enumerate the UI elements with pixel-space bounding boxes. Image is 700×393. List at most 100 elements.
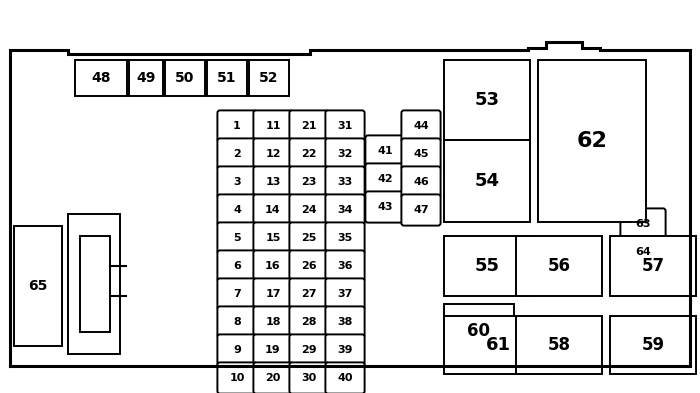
Text: 26: 26	[301, 261, 317, 271]
FancyBboxPatch shape	[401, 138, 440, 170]
FancyBboxPatch shape	[253, 278, 293, 310]
FancyBboxPatch shape	[253, 334, 293, 365]
Text: 62: 62	[577, 131, 608, 151]
Text: 1: 1	[233, 121, 241, 131]
FancyBboxPatch shape	[253, 195, 293, 226]
Text: 28: 28	[301, 317, 316, 327]
Text: 45: 45	[413, 149, 428, 159]
Bar	[14, 226, 62, 346]
FancyBboxPatch shape	[326, 110, 365, 141]
Bar	[444, 236, 530, 296]
FancyBboxPatch shape	[218, 307, 257, 338]
FancyBboxPatch shape	[326, 307, 365, 338]
Bar	[165, 60, 205, 96]
Text: 64: 64	[635, 247, 651, 257]
FancyBboxPatch shape	[253, 222, 293, 253]
Text: 48: 48	[91, 71, 111, 85]
FancyBboxPatch shape	[253, 110, 293, 141]
Text: 51: 51	[217, 71, 237, 85]
Bar	[75, 60, 127, 96]
Text: 49: 49	[136, 71, 155, 85]
Text: 11: 11	[265, 121, 281, 131]
Text: 19: 19	[265, 345, 281, 355]
Text: 40: 40	[337, 373, 353, 383]
Text: 34: 34	[337, 205, 353, 215]
Text: 35: 35	[337, 233, 353, 243]
Text: 27: 27	[301, 289, 316, 299]
Bar	[444, 140, 530, 222]
FancyBboxPatch shape	[218, 166, 257, 198]
Text: 65: 65	[28, 279, 48, 293]
Text: 21: 21	[301, 121, 316, 131]
Text: 60: 60	[468, 322, 491, 340]
Bar	[249, 60, 289, 96]
Text: 38: 38	[337, 317, 353, 327]
Text: 24: 24	[301, 205, 317, 215]
FancyBboxPatch shape	[289, 166, 328, 198]
Text: 41: 41	[377, 146, 393, 156]
FancyBboxPatch shape	[620, 208, 666, 240]
FancyBboxPatch shape	[289, 222, 328, 253]
FancyBboxPatch shape	[326, 362, 365, 393]
Text: 8: 8	[233, 317, 241, 327]
FancyBboxPatch shape	[326, 250, 365, 282]
FancyBboxPatch shape	[289, 138, 328, 170]
Text: 5: 5	[233, 233, 241, 243]
Text: 61: 61	[486, 336, 510, 354]
Text: 17: 17	[265, 289, 281, 299]
Text: 33: 33	[337, 177, 353, 187]
FancyBboxPatch shape	[401, 110, 440, 141]
Text: 55: 55	[475, 257, 500, 275]
FancyBboxPatch shape	[218, 250, 257, 282]
Bar	[516, 316, 602, 374]
Bar	[68, 214, 120, 354]
FancyBboxPatch shape	[253, 307, 293, 338]
Text: 37: 37	[337, 289, 353, 299]
Text: 36: 36	[337, 261, 353, 271]
Text: 46: 46	[413, 177, 429, 187]
Text: 59: 59	[641, 336, 664, 354]
Text: 43: 43	[377, 202, 393, 212]
FancyBboxPatch shape	[326, 138, 365, 170]
Text: 57: 57	[641, 257, 664, 275]
FancyBboxPatch shape	[253, 250, 293, 282]
FancyBboxPatch shape	[218, 110, 257, 141]
FancyBboxPatch shape	[218, 278, 257, 310]
Text: 9: 9	[233, 345, 241, 355]
FancyBboxPatch shape	[253, 362, 293, 393]
Text: 52: 52	[259, 71, 279, 85]
Bar	[80, 236, 110, 332]
Text: 20: 20	[265, 373, 281, 383]
Text: 18: 18	[265, 317, 281, 327]
FancyBboxPatch shape	[218, 138, 257, 170]
FancyBboxPatch shape	[326, 334, 365, 365]
Text: 7: 7	[233, 289, 241, 299]
Text: 42: 42	[377, 174, 393, 184]
Bar	[538, 60, 646, 222]
FancyBboxPatch shape	[218, 362, 257, 393]
FancyBboxPatch shape	[401, 166, 440, 198]
FancyBboxPatch shape	[289, 250, 328, 282]
FancyBboxPatch shape	[218, 222, 257, 253]
FancyBboxPatch shape	[218, 195, 257, 226]
FancyBboxPatch shape	[289, 110, 328, 141]
Text: 30: 30	[302, 373, 316, 383]
Text: 6: 6	[233, 261, 241, 271]
Text: 50: 50	[175, 71, 195, 85]
Bar	[444, 304, 514, 358]
FancyBboxPatch shape	[326, 278, 365, 310]
FancyBboxPatch shape	[289, 307, 328, 338]
FancyBboxPatch shape	[326, 166, 365, 198]
Bar	[444, 60, 530, 140]
Text: 25: 25	[301, 233, 316, 243]
FancyBboxPatch shape	[289, 195, 328, 226]
FancyBboxPatch shape	[289, 278, 328, 310]
Bar	[610, 316, 696, 374]
Text: 58: 58	[547, 336, 570, 354]
Text: 10: 10	[230, 373, 245, 383]
Text: 2: 2	[233, 149, 241, 159]
Text: 44: 44	[413, 121, 429, 131]
FancyBboxPatch shape	[289, 334, 328, 365]
Text: 4: 4	[233, 205, 241, 215]
Bar	[516, 236, 602, 296]
